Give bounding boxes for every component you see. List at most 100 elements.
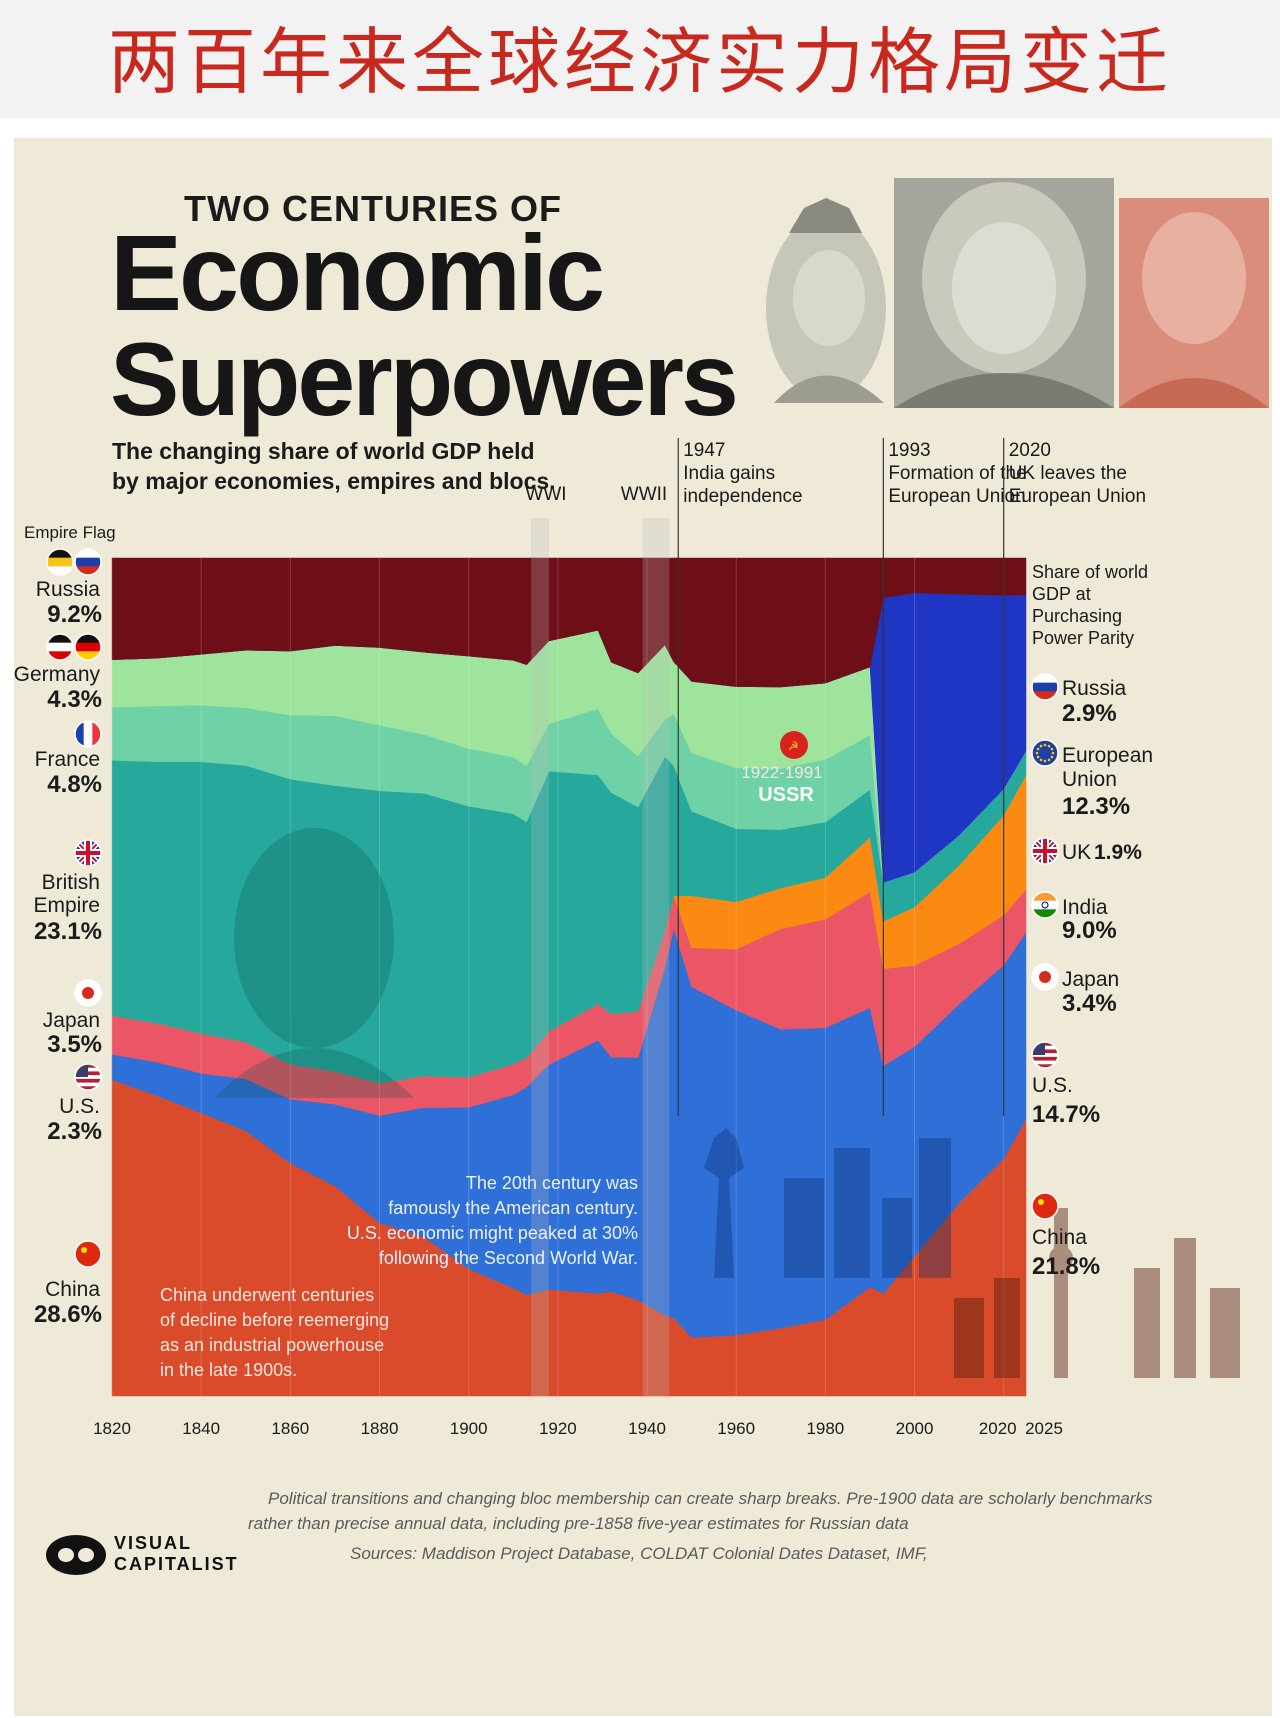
china-note-line-3: as an industrial powerhouse [160, 1335, 384, 1355]
x-tick-1920: 1920 [539, 1419, 577, 1438]
china-note-line-1: China underwent centuries [160, 1285, 374, 1305]
event-1993-line1: Formation of the [888, 463, 1026, 484]
visual-capitalist-logo: VISUAL CAPITALIST [46, 1533, 237, 1575]
queen-victoria-overlay [214, 828, 414, 1098]
footer-note-line-1: Political transitions and changing bloc … [268, 1489, 1153, 1508]
event-1947-line2: independence [683, 486, 802, 507]
left-legend-value-japan: 3.5% [47, 1031, 102, 1058]
right-legend-name-u-s: U.S. [1032, 1074, 1073, 1097]
event-2020-line2: European Union [1009, 486, 1146, 507]
event-1947-year: 1947 [683, 440, 725, 461]
war-band-2 [642, 518, 670, 1396]
kicker: TWO CENTURIES OF [184, 188, 562, 229]
right-legend-value-russia: 2.9% [1062, 700, 1117, 727]
event-1993-line2: European Union [888, 486, 1025, 507]
us-note-line-2: famously the American century. [388, 1198, 638, 1218]
left-legend-value-france: 4.8% [47, 771, 102, 798]
left-legend-item-u-s: U.S.2.3% [47, 1063, 102, 1145]
left-legend-value-germany: 4.3% [47, 686, 102, 713]
russia-flag-icon [75, 549, 101, 575]
title-line2: Superpowers [110, 322, 736, 438]
banner-title: 两百年来全球经济实力格局变迁 [107, 20, 1172, 104]
brand-line-1: VISUAL [114, 1533, 192, 1553]
right-legend-heading-4: Power Parity [1032, 628, 1134, 648]
india-flag-icon [1032, 892, 1058, 918]
right-legend-name-china: China [1032, 1226, 1087, 1249]
right-legend-value-uk: 1.9% [1094, 841, 1142, 864]
russia-flag-icon [1032, 674, 1058, 700]
ussr-years: 1922-1991 [741, 763, 822, 782]
event-2020-line1: UK leaves the [1009, 463, 1127, 484]
left-legend-name-france: France [35, 748, 100, 771]
right-legend-name-european-union-1: European [1062, 744, 1153, 767]
portrait-queen-victoria [766, 198, 886, 403]
right-legend-item-uk: UK 1.9% [1031, 837, 1142, 865]
infographic: TWO CENTURIES OF Economic Superpowers Th… [14, 138, 1272, 1716]
france-flag-icon [75, 721, 101, 747]
shanghai-skyline-illustration [954, 1208, 1240, 1378]
right-legend-item-china: China 21.8% [1031, 1192, 1100, 1280]
left-legend-name-british-empire-2: Empire [33, 894, 100, 917]
portrait-benjamin-franklin [894, 178, 1114, 408]
left-legend-name-japan: Japan [43, 1009, 100, 1032]
footer-note-line-2: rather than precise annual data, includi… [248, 1514, 909, 1533]
left-legend-value-u-s: 2.3% [47, 1118, 102, 1145]
right-legend-value-european-union: 12.3% [1062, 793, 1130, 820]
event-1993-year: 1993 [888, 440, 930, 461]
war-band-1 [531, 518, 549, 1396]
left-legend-value-british-empire: 23.1% [34, 918, 102, 945]
left-legend-value-russia: 9.2% [47, 601, 102, 628]
right-legend-name-uk: UK [1062, 841, 1091, 864]
left-legend-name-russia: Russia [36, 578, 101, 601]
right-legend-item-u-s: U.S. 14.7% [1031, 1041, 1100, 1128]
x-tick-1980: 1980 [806, 1419, 844, 1438]
us-note-line-4: following the Second World War. [379, 1248, 638, 1268]
subtitle-line2: by major economies, empires and blocs. [112, 468, 556, 494]
right-legend-name-india: India [1062, 896, 1108, 919]
x-tick-2000: 2000 [896, 1419, 934, 1438]
china-decline-note: China underwent centuries of decline bef… [160, 1285, 389, 1380]
banner: 两百年来全球经济实力格局变迁 [0, 0, 1280, 118]
event-wwi: WWI [525, 484, 566, 505]
right-legend-heading-2: GDP at [1032, 584, 1091, 604]
x-tick-1820: 1820 [93, 1419, 131, 1438]
left-legend: Russia9.2%Germany4.3%France4.8%BritishEm… [14, 548, 102, 1328]
area-russia-ussr [111, 557, 1027, 688]
right-legend-name-russia: Russia [1062, 677, 1127, 700]
china-note-line-4: in the late 1900s. [160, 1360, 297, 1380]
footer-sources: Sources: Maddison Project Database, COLD… [350, 1544, 928, 1563]
germany-flag-icon [75, 634, 101, 660]
left-legend-name-u-s: U.S. [59, 1095, 100, 1118]
right-legend-value-japan: 3.4% [1062, 990, 1117, 1017]
event-2020-year: 2020 [1009, 440, 1051, 461]
x-tick-1860: 1860 [271, 1419, 309, 1438]
x-tick-2025: 2025 [1025, 1419, 1063, 1438]
ussr-annotation: ☭ 1922-1991 USSR [741, 731, 823, 806]
right-legend-value-u-s: 14.7% [1032, 1101, 1100, 1128]
right-legend-name-japan: Japan [1062, 968, 1119, 991]
x-tick-2020: 2020 [979, 1419, 1017, 1438]
ussr-name: USSR [758, 784, 814, 806]
subtitle-line1: The changing share of world GDP held [112, 438, 535, 464]
statue-of-liberty-illustration [704, 1128, 951, 1278]
right-legend-heading-3: Purchasing [1032, 606, 1122, 626]
right-legend-heading-1: Share of world [1032, 562, 1148, 582]
ussr-flag-icon [780, 731, 808, 759]
x-tick-1940: 1940 [628, 1419, 666, 1438]
us-note-line-1: The 20th century was [466, 1173, 638, 1193]
right-legend-value-china: 21.8% [1032, 1253, 1100, 1280]
x-tick-1900: 1900 [450, 1419, 488, 1438]
right-legend-name-european-union-2: Union [1062, 768, 1117, 791]
title-line1: Economic [110, 212, 602, 333]
russia-empire-flag-icon [47, 549, 73, 575]
event-wwii: WWII [621, 484, 667, 505]
